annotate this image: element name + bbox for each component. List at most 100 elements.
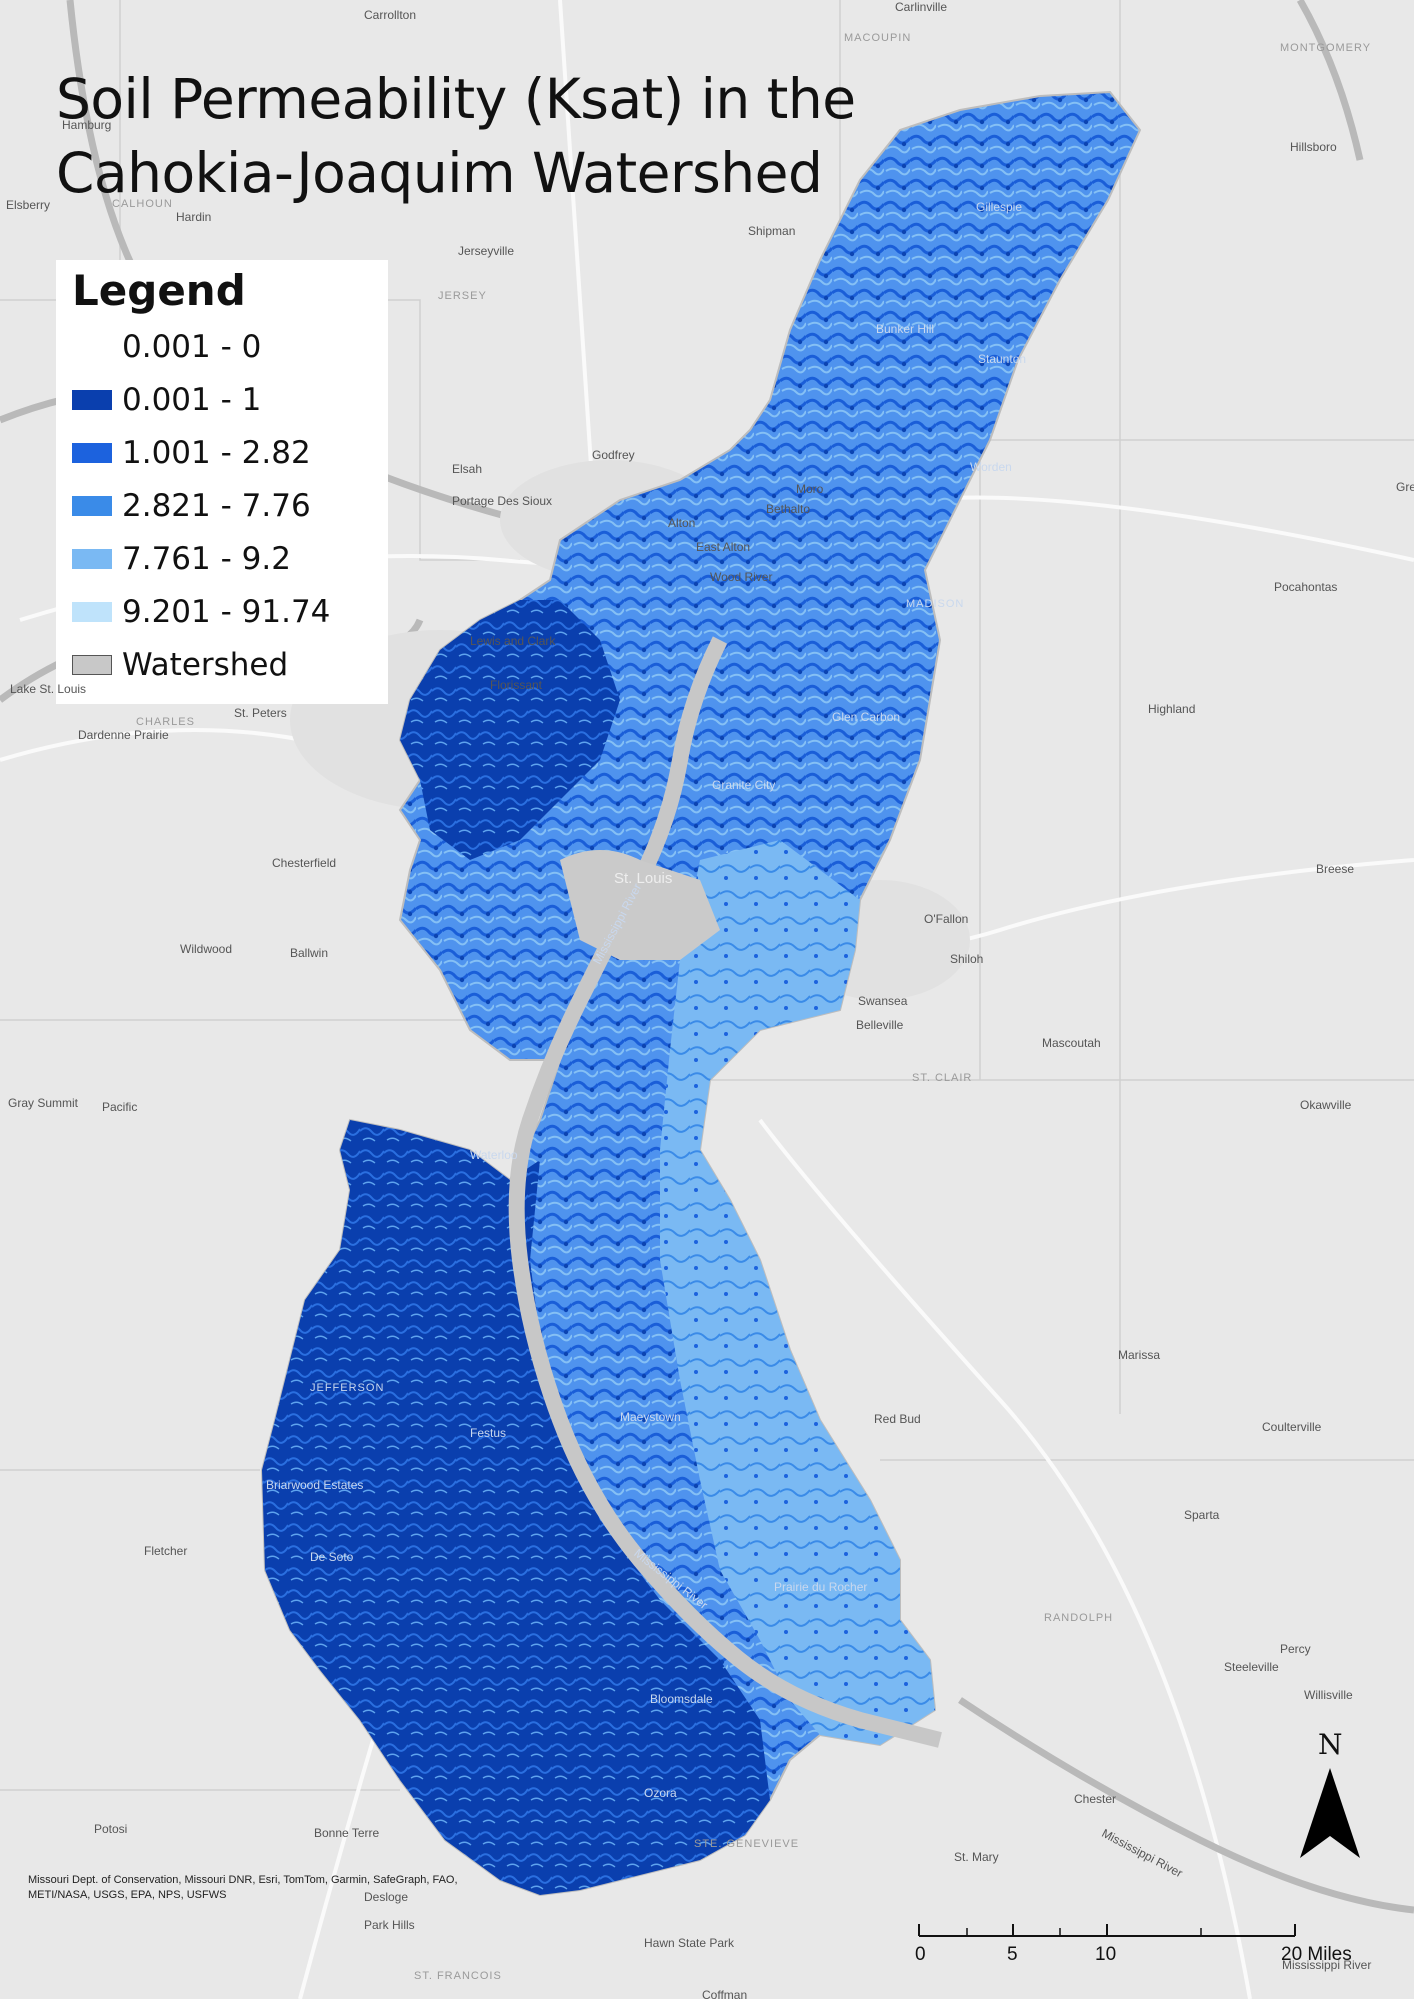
place-label: Wood River [710, 570, 773, 584]
place-label: CHARLES [136, 716, 195, 728]
place-label: Shiloh [950, 952, 984, 966]
southwest-lobe [262, 1120, 770, 1895]
attribution-credits: Missouri Dept. of Conservation, Missouri… [28, 1874, 458, 1901]
place-label: Worden [970, 460, 1012, 474]
place-label: Bloomsdale [650, 1692, 713, 1706]
place-label: MADISON [906, 598, 965, 610]
place-label: Coffman [702, 1988, 748, 1999]
place-label: Pocahontas [1274, 580, 1338, 594]
legend-swatch [72, 655, 112, 675]
place-label: RANDOLPH [1044, 1612, 1114, 1624]
place-label: Godfrey [592, 448, 635, 462]
legend-item: 7.761 - 9.2 [72, 536, 291, 582]
place-label: Portage Des Sioux [452, 494, 553, 508]
legend-item: 2.821 - 7.76 [72, 483, 311, 529]
place-label: Ozora [644, 1786, 677, 1800]
place-label: Wildwood [180, 942, 233, 956]
place-label: Sparta [1184, 1508, 1220, 1522]
place-label: De Soto [310, 1550, 354, 1564]
place-label: Maeystown [620, 1410, 681, 1424]
place-label: Coulterville [1262, 1420, 1322, 1434]
east-lobe [660, 840, 935, 1745]
place-label: Okawville [1300, 1098, 1352, 1112]
place-label: Pacific [102, 1100, 138, 1114]
place-label: ST. FRANCOIS [414, 1970, 502, 1982]
place-label: Florissant [490, 678, 543, 692]
legend-label: 9.201 - 91.74 [122, 594, 331, 630]
place-label: Granite City [712, 778, 776, 792]
map-title-line1: Soil Permeability (Ksat) in the [56, 67, 856, 131]
scale-label: 10 [1095, 1944, 1117, 1965]
place-label: STE. GENEVIEVE [694, 1838, 800, 1850]
north-arrow: N [1296, 1728, 1366, 1858]
place-label: Red Bud [874, 1412, 921, 1426]
place-label: Mascoutah [1042, 1036, 1101, 1050]
scale-label: 5 [1007, 1944, 1018, 1965]
place-label: Belleville [856, 1018, 904, 1032]
place-label: Jerseyville [458, 244, 515, 258]
map-title-line2: Cahokia-Joaquim Watershed [56, 141, 823, 205]
place-label: Hawn State Park [644, 1936, 735, 1950]
scale-bar: 0 5 10 20 Miles [915, 1918, 1355, 1978]
legend-item: 0.001 - 0 [72, 324, 261, 370]
place-label: Hamburg [62, 118, 112, 132]
place-label: Chester [1074, 1792, 1117, 1806]
legend-label: 0.001 - 0 [122, 329, 262, 365]
place-label: Staunton [978, 352, 1027, 366]
place-label: Desloge [364, 1890, 409, 1904]
place-label: Carlinville [895, 0, 948, 14]
legend-swatch [72, 337, 112, 357]
place-label: JEFFERSON [310, 1382, 385, 1394]
north-st-louis-lobe [400, 600, 620, 860]
north-label: N [1318, 1728, 1343, 1761]
legend-label: 2.821 - 7.76 [122, 488, 311, 524]
place-label: Alton [668, 516, 696, 530]
scale-label: 20 Miles [1281, 1944, 1352, 1965]
place-label: Bunker Hill [876, 322, 935, 336]
place-label: Dardenne Prairie [78, 728, 169, 742]
place-label: CALHOUN [112, 198, 173, 210]
place-label: O'Fallon [924, 912, 969, 926]
legend-item: 9.201 - 91.74 [72, 589, 330, 635]
legend-item: Watershed [72, 642, 288, 688]
place-label: Willisville [1304, 1688, 1353, 1702]
place-label: Gillespie [976, 200, 1023, 214]
place-label: Park Hills [364, 1918, 415, 1932]
legend-swatch [72, 390, 112, 410]
place-label: Glen Carbon [832, 710, 901, 724]
legend-swatch [72, 443, 112, 463]
place-label: Swansea [858, 994, 908, 1008]
place-label: St. Louis [614, 870, 673, 887]
place-label: Steeleville [1224, 1660, 1279, 1674]
place-label: St. Mary [954, 1850, 999, 1864]
legend-item: 0.001 - 1 [72, 377, 261, 423]
place-label: East Alton [696, 540, 751, 554]
legend-swatch [72, 602, 112, 622]
place-label: Elsah [452, 462, 483, 476]
legend-label: Watershed [122, 647, 289, 683]
place-label: Highland [1148, 702, 1196, 716]
place-label: JERSEY [438, 290, 487, 302]
place-label: Waterloo [470, 1148, 518, 1162]
place-label: MONTGOMERY [1280, 42, 1372, 54]
scale-bar-ticks [918, 1924, 1296, 1937]
place-label: Potosi [94, 1822, 128, 1836]
place-label: Briarwood Estates [266, 1478, 364, 1492]
legend-swatch [72, 496, 112, 516]
place-label: Lewis and Clark [470, 634, 556, 648]
place-label: Ballwin [290, 946, 329, 960]
legend-label: 1.001 - 2.82 [122, 435, 311, 471]
place-label: MACOUPIN [844, 32, 912, 44]
place-label: Marissa [1118, 1348, 1161, 1362]
st-louis-urban-gap [560, 850, 720, 960]
legend: Legend 0.001 - 0 0.001 - 1 1.001 - 2.82 … [56, 260, 388, 704]
place-label: Bonne Terre [314, 1826, 380, 1840]
place-label: Mississippi River [1282, 1958, 1372, 1972]
place-label: St. Peters [234, 706, 287, 720]
place-label: Fletcher [144, 1544, 188, 1558]
north-arrow-icon [1300, 1768, 1360, 1858]
place-label: Elsberry [6, 198, 51, 212]
place-label: Lake St. Louis [10, 682, 87, 696]
